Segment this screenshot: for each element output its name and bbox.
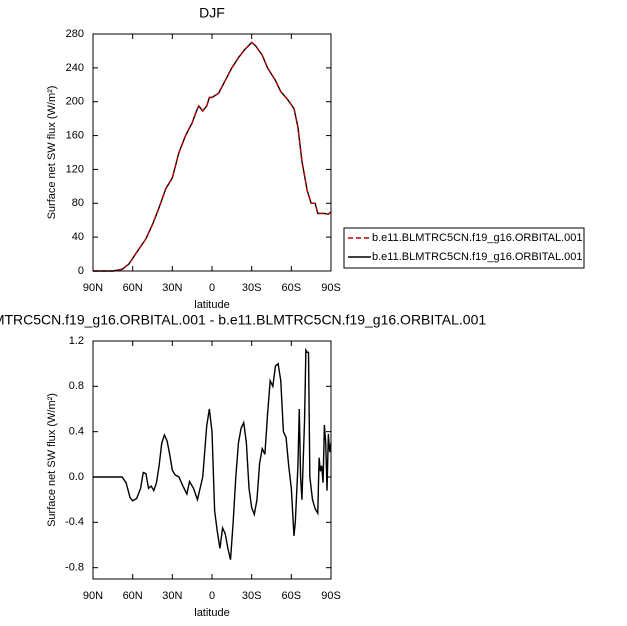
y-axis-label: Surface net SW flux (W/m²) bbox=[46, 393, 58, 527]
x-axis-label: latitude bbox=[194, 607, 229, 619]
x-axis-label: latitude bbox=[194, 299, 229, 311]
chart-title: b.e11.BLMTRC5CN.f19_g16.ORBITAL.001 - b.… bbox=[0, 312, 486, 328]
x-tick-label: 30S bbox=[242, 590, 262, 602]
x-tick-label: 0 bbox=[209, 590, 215, 602]
x-tick-label: 30S bbox=[242, 282, 262, 294]
x-tick-label: 90S bbox=[321, 590, 341, 602]
y-tick-label: 280 bbox=[66, 28, 84, 40]
data-line bbox=[93, 41, 332, 272]
chart-title: DJF bbox=[199, 5, 225, 21]
y-tick-label: 200 bbox=[66, 96, 84, 108]
x-tick-label: 30N bbox=[162, 282, 182, 294]
x-tick-label: 90N bbox=[83, 282, 103, 294]
legend-label: b.e11.BLMTRC5CN.f19_g16.ORBITAL.001 bbox=[372, 232, 583, 244]
x-tick-label: 60N bbox=[123, 590, 143, 602]
y-tick-label: 160 bbox=[66, 129, 84, 141]
plot-frame bbox=[92, 33, 332, 272]
x-tick-label: 60N bbox=[123, 282, 143, 294]
y-tick-label: 1.2 bbox=[69, 335, 84, 347]
x-tick-label: 60S bbox=[282, 282, 302, 294]
data-line bbox=[93, 41, 332, 272]
y-tick-label: 0.4 bbox=[69, 426, 84, 438]
legend-label: b.e11.BLMTRC5CN.f19_g16.ORBITAL.001 bbox=[372, 251, 583, 263]
x-tick-label: 90N bbox=[83, 590, 103, 602]
legend-box bbox=[343, 227, 585, 269]
x-tick-label: 60S bbox=[282, 590, 302, 602]
y-tick-label: 120 bbox=[66, 163, 84, 175]
data-line bbox=[93, 347, 332, 560]
x-tick-label: 0 bbox=[209, 282, 215, 294]
y-tick-label: 240 bbox=[66, 62, 84, 74]
y-tick-label: 80 bbox=[72, 197, 84, 209]
plot-frame bbox=[92, 340, 332, 580]
y-axis-label: Surface net SW flux (W/m²) bbox=[46, 86, 58, 220]
y-tick-label: 0.0 bbox=[69, 471, 84, 483]
y-tick-label: 0.8 bbox=[69, 380, 84, 392]
y-tick-label: -0.8 bbox=[65, 562, 84, 574]
x-tick-label: 30N bbox=[162, 590, 182, 602]
y-tick-label: 0 bbox=[78, 265, 84, 277]
y-tick-label: 40 bbox=[72, 231, 84, 243]
x-tick-label: 90S bbox=[321, 282, 341, 294]
y-tick-label: -0.4 bbox=[65, 516, 84, 528]
